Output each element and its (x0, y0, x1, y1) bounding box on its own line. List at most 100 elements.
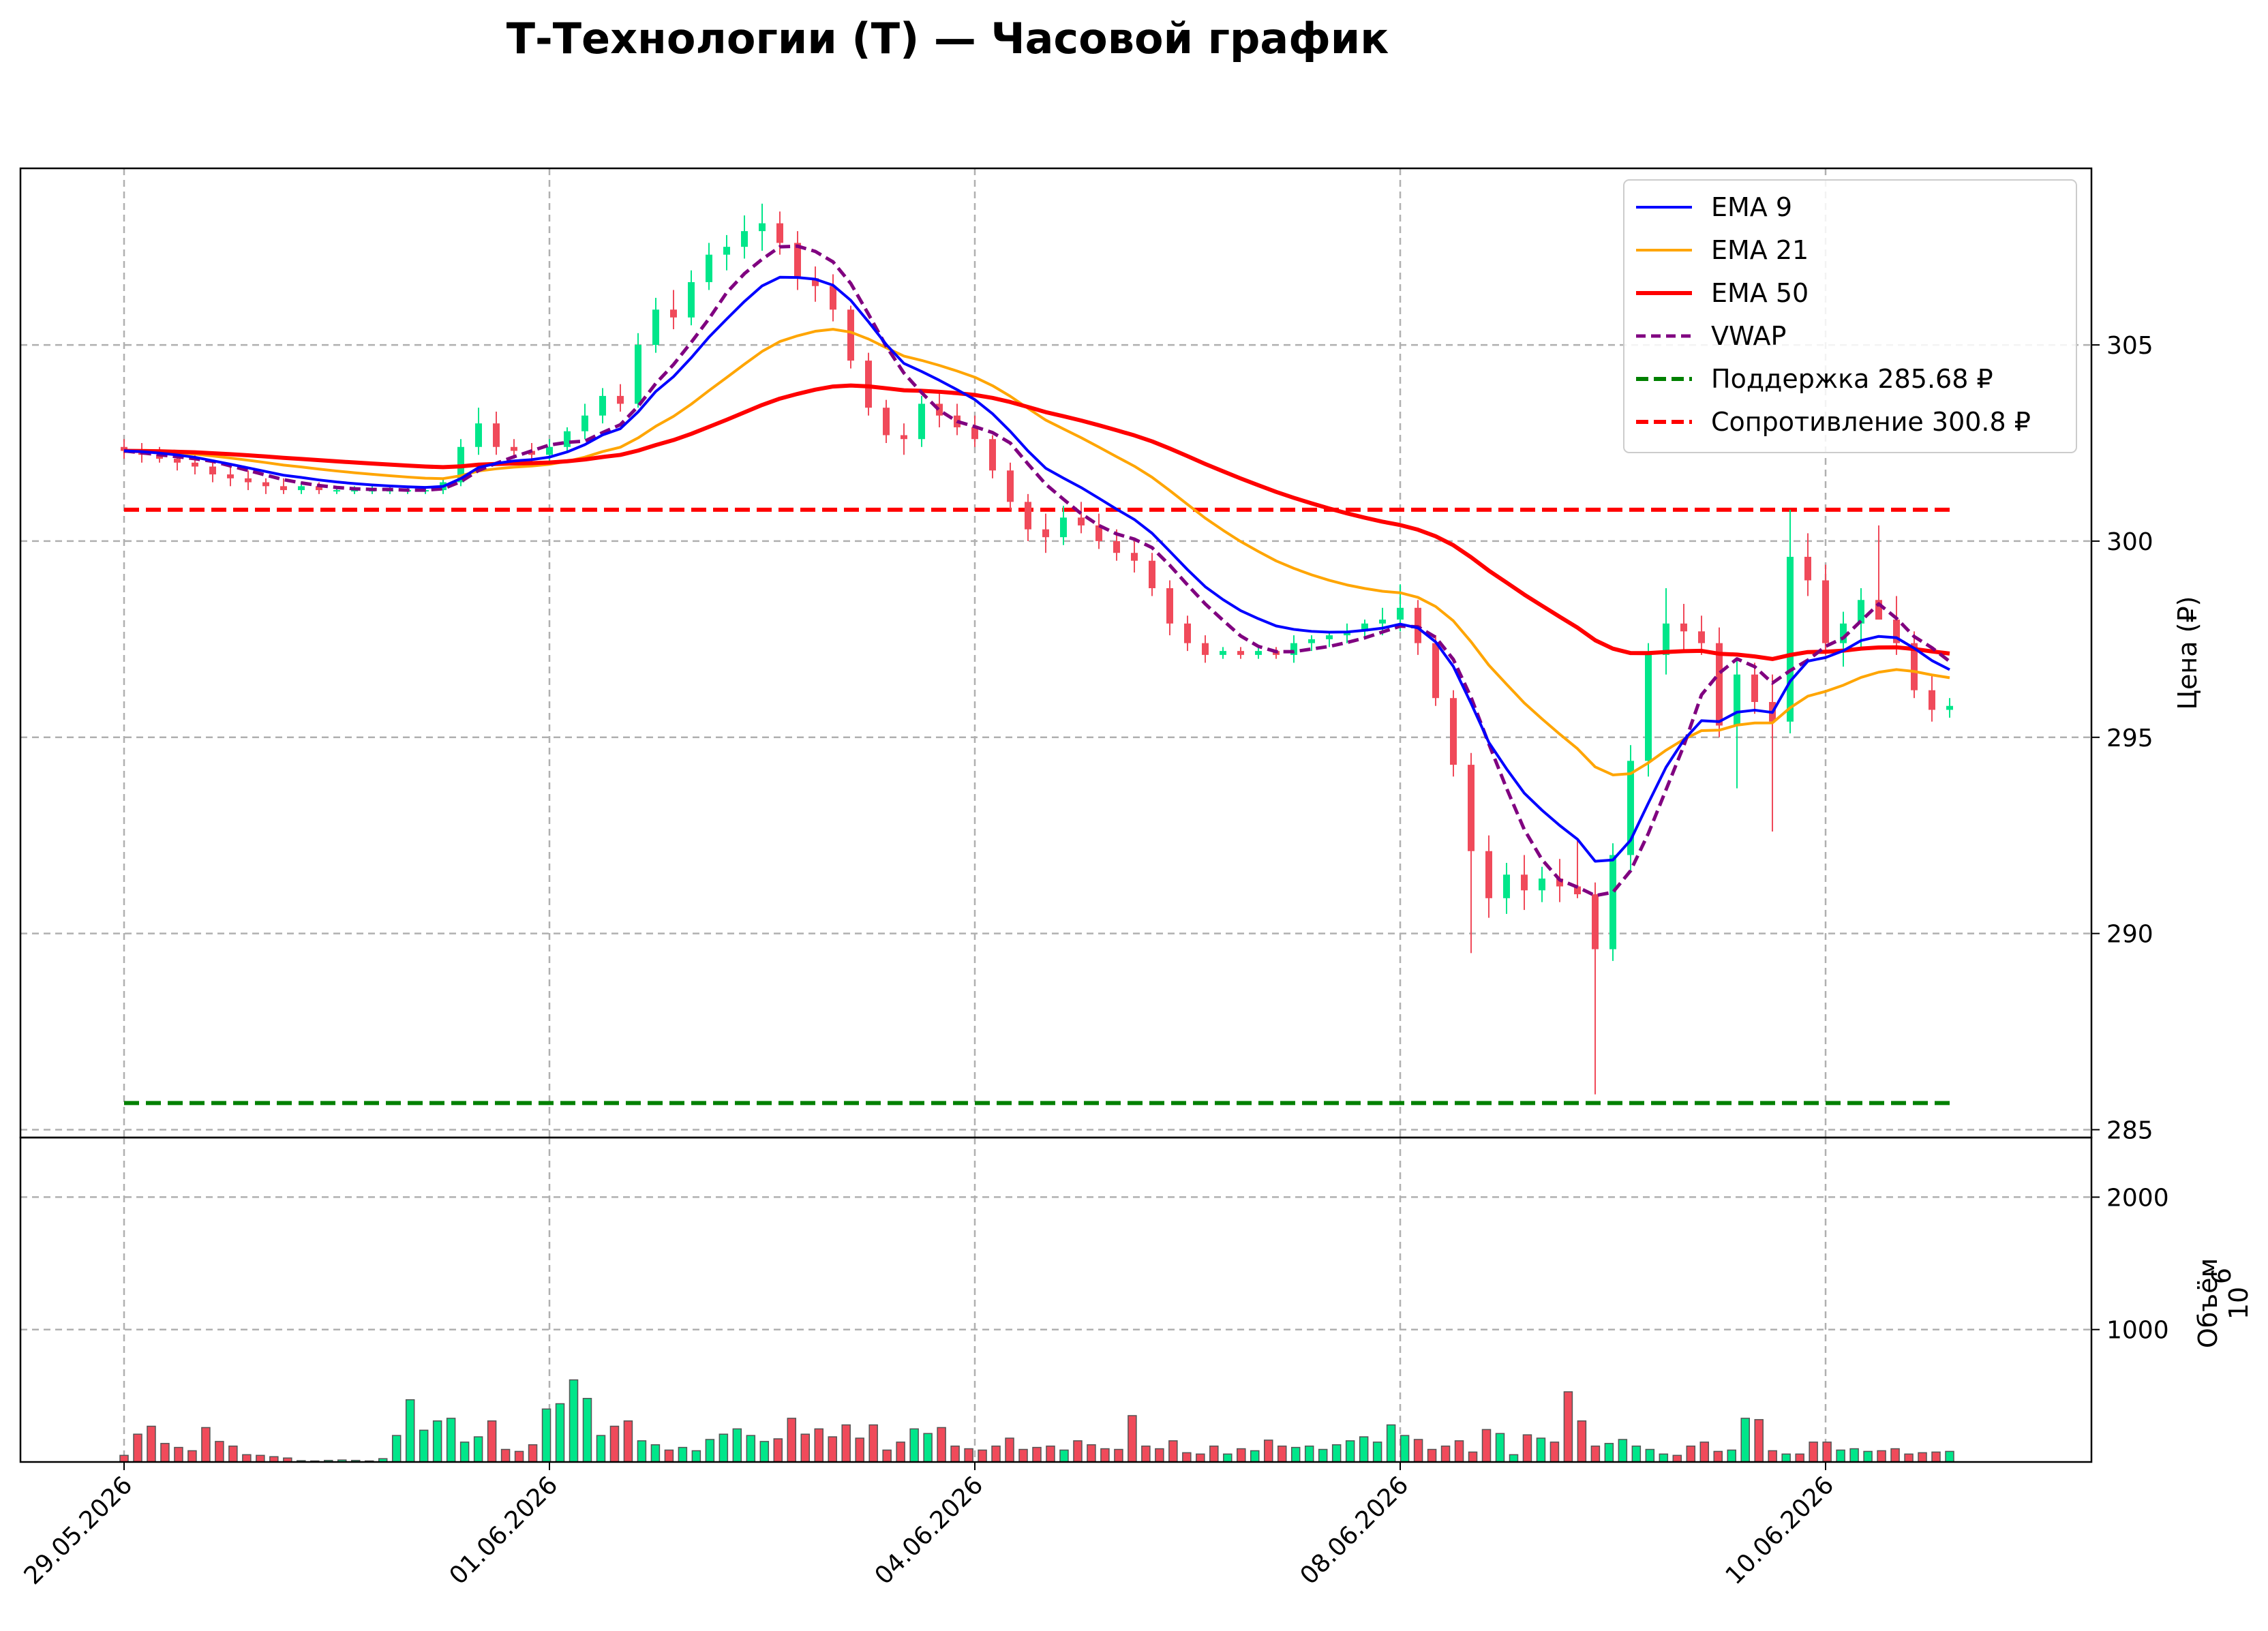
volume-bar (1536, 1437, 1546, 1463)
volume-bar (1100, 1448, 1110, 1463)
candle-body (1308, 639, 1315, 643)
legend-label-resistance: Сопротивление 300.8 ₽ (1711, 407, 2031, 437)
volume-bar (1713, 1450, 1723, 1463)
candle-body (865, 361, 872, 408)
volume-bar (1509, 1454, 1519, 1463)
volume-bar (1686, 1445, 1696, 1463)
price-tick-label: 300 (2106, 528, 2153, 556)
candle-body (830, 286, 836, 310)
legend-label-ema21: EMA 21 (1711, 235, 1809, 265)
volume-bar (582, 1397, 592, 1463)
candle-body (1663, 623, 1669, 655)
candle-body (1025, 502, 1031, 530)
volume-bar (1413, 1439, 1423, 1463)
candle-body (1450, 698, 1457, 765)
candle-body (599, 395, 606, 416)
volume-bar (528, 1444, 538, 1463)
candle-body (652, 309, 659, 346)
volume-bar (991, 1445, 1001, 1463)
volume-bar (432, 1420, 442, 1463)
volume-bar (1005, 1437, 1014, 1463)
candle-body (1680, 623, 1687, 632)
volume-bar (147, 1425, 156, 1463)
candle-body (1893, 620, 1900, 643)
volume-bar (1563, 1391, 1573, 1463)
candle-body (581, 415, 588, 431)
volume-bar (1604, 1443, 1614, 1463)
candle-body (262, 482, 269, 487)
candle-body (298, 486, 305, 491)
volume-bar (1237, 1448, 1246, 1463)
volume-bar (1618, 1439, 1628, 1463)
candle-body (1840, 623, 1847, 643)
candle-body (209, 466, 216, 475)
legend-label-support: Поддержка 285.68 ₽ (1711, 364, 1993, 394)
candle-body (1627, 761, 1634, 855)
legend: EMA 9 EMA 21 EMA 50 VWAP Поддержка 285.68 ₽ С… (1623, 179, 2077, 453)
volume-bar (1209, 1445, 1219, 1463)
volume-bar (1196, 1453, 1205, 1463)
candle-body (1804, 556, 1811, 581)
volume-axis-label: Объём (2193, 1258, 2223, 1348)
volume-bar (787, 1418, 797, 1463)
candle-body (1946, 705, 1953, 710)
volume-bar (841, 1424, 851, 1463)
candle-body (1184, 623, 1191, 643)
candle-body (936, 403, 943, 416)
volume-bar (678, 1446, 688, 1463)
volume-bar (1359, 1436, 1369, 1463)
candle-body (1468, 765, 1475, 851)
candle-body (1556, 879, 1563, 887)
candle-body (475, 423, 482, 447)
candle-body (1485, 851, 1492, 898)
ema21-line (123, 328, 1950, 776)
volume-bar (1141, 1445, 1151, 1463)
volume-bar (923, 1433, 933, 1463)
volume-bar (1263, 1439, 1273, 1463)
volume-bar (773, 1438, 783, 1463)
volume-bar (391, 1435, 402, 1463)
volume-bar (1372, 1442, 1382, 1463)
price-panel: 285 290 295 300 305 EMA 9 EMA 21 EMA 50 VWAP Под… (19, 167, 2153, 1144)
candle-body (1929, 690, 1935, 710)
candle-body (901, 435, 907, 440)
volume-bar (1809, 1442, 1818, 1463)
volume-bar (174, 1446, 183, 1463)
candle-body (971, 427, 978, 440)
volume-bar (242, 1454, 252, 1463)
volume-bar (1522, 1434, 1532, 1463)
volume-bar (1386, 1424, 1396, 1463)
volume-bar (1699, 1442, 1710, 1463)
candle-body (1734, 674, 1740, 726)
candle-body (883, 408, 890, 436)
candle-body (1255, 651, 1262, 655)
candle-body (1751, 674, 1758, 702)
candle-body (918, 403, 925, 440)
price-y-ticks: 285 290 295 300 305 (2091, 332, 2153, 1144)
volume-bar (1304, 1445, 1314, 1463)
candle-body (280, 486, 287, 491)
price-tick-label: 305 (2106, 332, 2153, 360)
volume-bar (909, 1428, 919, 1463)
candle-body (316, 486, 322, 491)
volume-bar (555, 1403, 565, 1463)
candle-body (1698, 631, 1705, 643)
candle-body (1911, 643, 1918, 690)
volume-bar (691, 1450, 701, 1463)
volume-bar (1863, 1450, 1873, 1463)
volume-bar (1822, 1442, 1832, 1463)
volume-bar (1849, 1448, 1859, 1463)
volume-bar (119, 1454, 129, 1463)
candle-body (670, 309, 677, 318)
volume-bar (759, 1441, 770, 1463)
candle-body (1503, 874, 1510, 898)
volume-bar (1331, 1444, 1342, 1463)
ema50-line (123, 383, 1950, 661)
volume-bar (609, 1425, 620, 1463)
price-tick-label: 295 (2106, 725, 2153, 752)
vwap-line (123, 244, 1951, 898)
volume-bar (1277, 1445, 1287, 1463)
ema9-line (123, 275, 1950, 863)
candle-body (989, 439, 996, 471)
indicators (123, 244, 1951, 898)
